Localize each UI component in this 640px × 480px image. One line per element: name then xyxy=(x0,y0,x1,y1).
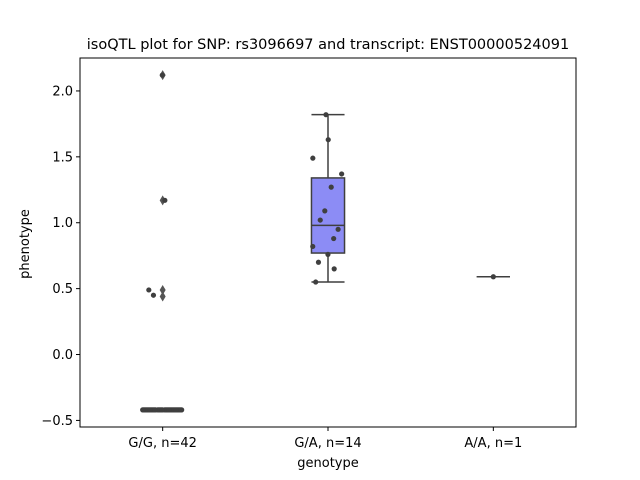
data-point xyxy=(178,407,184,413)
data-point xyxy=(317,217,323,223)
data-point xyxy=(325,137,331,143)
y-tick-label: 0.5 xyxy=(52,282,73,297)
data-point xyxy=(166,407,172,413)
data-point xyxy=(150,292,157,298)
x-tick-label: G/A, n=14 xyxy=(294,436,361,451)
y-tick-label: 1.0 xyxy=(52,216,73,231)
points-group-0 xyxy=(140,72,185,413)
y-axis: −0.5 0.0 0.5 1.0 1.5 2.0 xyxy=(41,84,80,429)
data-point xyxy=(162,197,168,203)
data-point xyxy=(322,208,328,214)
points-group-2 xyxy=(490,274,496,280)
x-axis-label: genotype xyxy=(297,456,358,471)
data-point xyxy=(140,407,146,413)
points-group-1 xyxy=(310,112,345,285)
data-point xyxy=(339,171,345,177)
data-point xyxy=(159,407,165,413)
outlier-marker xyxy=(159,284,166,295)
data-point xyxy=(328,184,334,190)
chart-title: isoQTL plot for SNP: rs3096697 and trans… xyxy=(87,37,569,53)
y-axis-label: phenotype xyxy=(18,209,33,279)
data-point xyxy=(325,251,331,257)
data-point xyxy=(313,279,319,285)
data-point xyxy=(147,407,153,413)
data-point xyxy=(490,274,496,280)
outlier-marker xyxy=(159,291,166,302)
box-body xyxy=(310,177,346,254)
data-point xyxy=(331,266,337,272)
y-tick-label: 1.5 xyxy=(52,150,73,165)
data-point xyxy=(159,72,165,78)
data-point xyxy=(310,155,316,161)
data-point xyxy=(331,235,337,242)
data-point xyxy=(315,259,322,265)
data-point xyxy=(335,226,341,232)
data-point xyxy=(310,243,316,250)
data-point xyxy=(323,112,329,118)
y-tick-label: −0.5 xyxy=(41,414,73,429)
box-0 xyxy=(146,70,180,411)
y-tick-label: 0.0 xyxy=(52,348,73,363)
y-tick-label: 2.0 xyxy=(52,84,73,99)
data-point xyxy=(173,407,179,413)
data-point xyxy=(146,287,152,293)
x-axis: G/G, n=42 G/A, n=14 A/A, n=1 xyxy=(128,427,522,451)
x-tick-label: G/G, n=42 xyxy=(128,436,196,451)
plot-area xyxy=(140,70,510,413)
x-tick-label: A/A, n=1 xyxy=(464,436,522,451)
data-point xyxy=(152,407,158,413)
